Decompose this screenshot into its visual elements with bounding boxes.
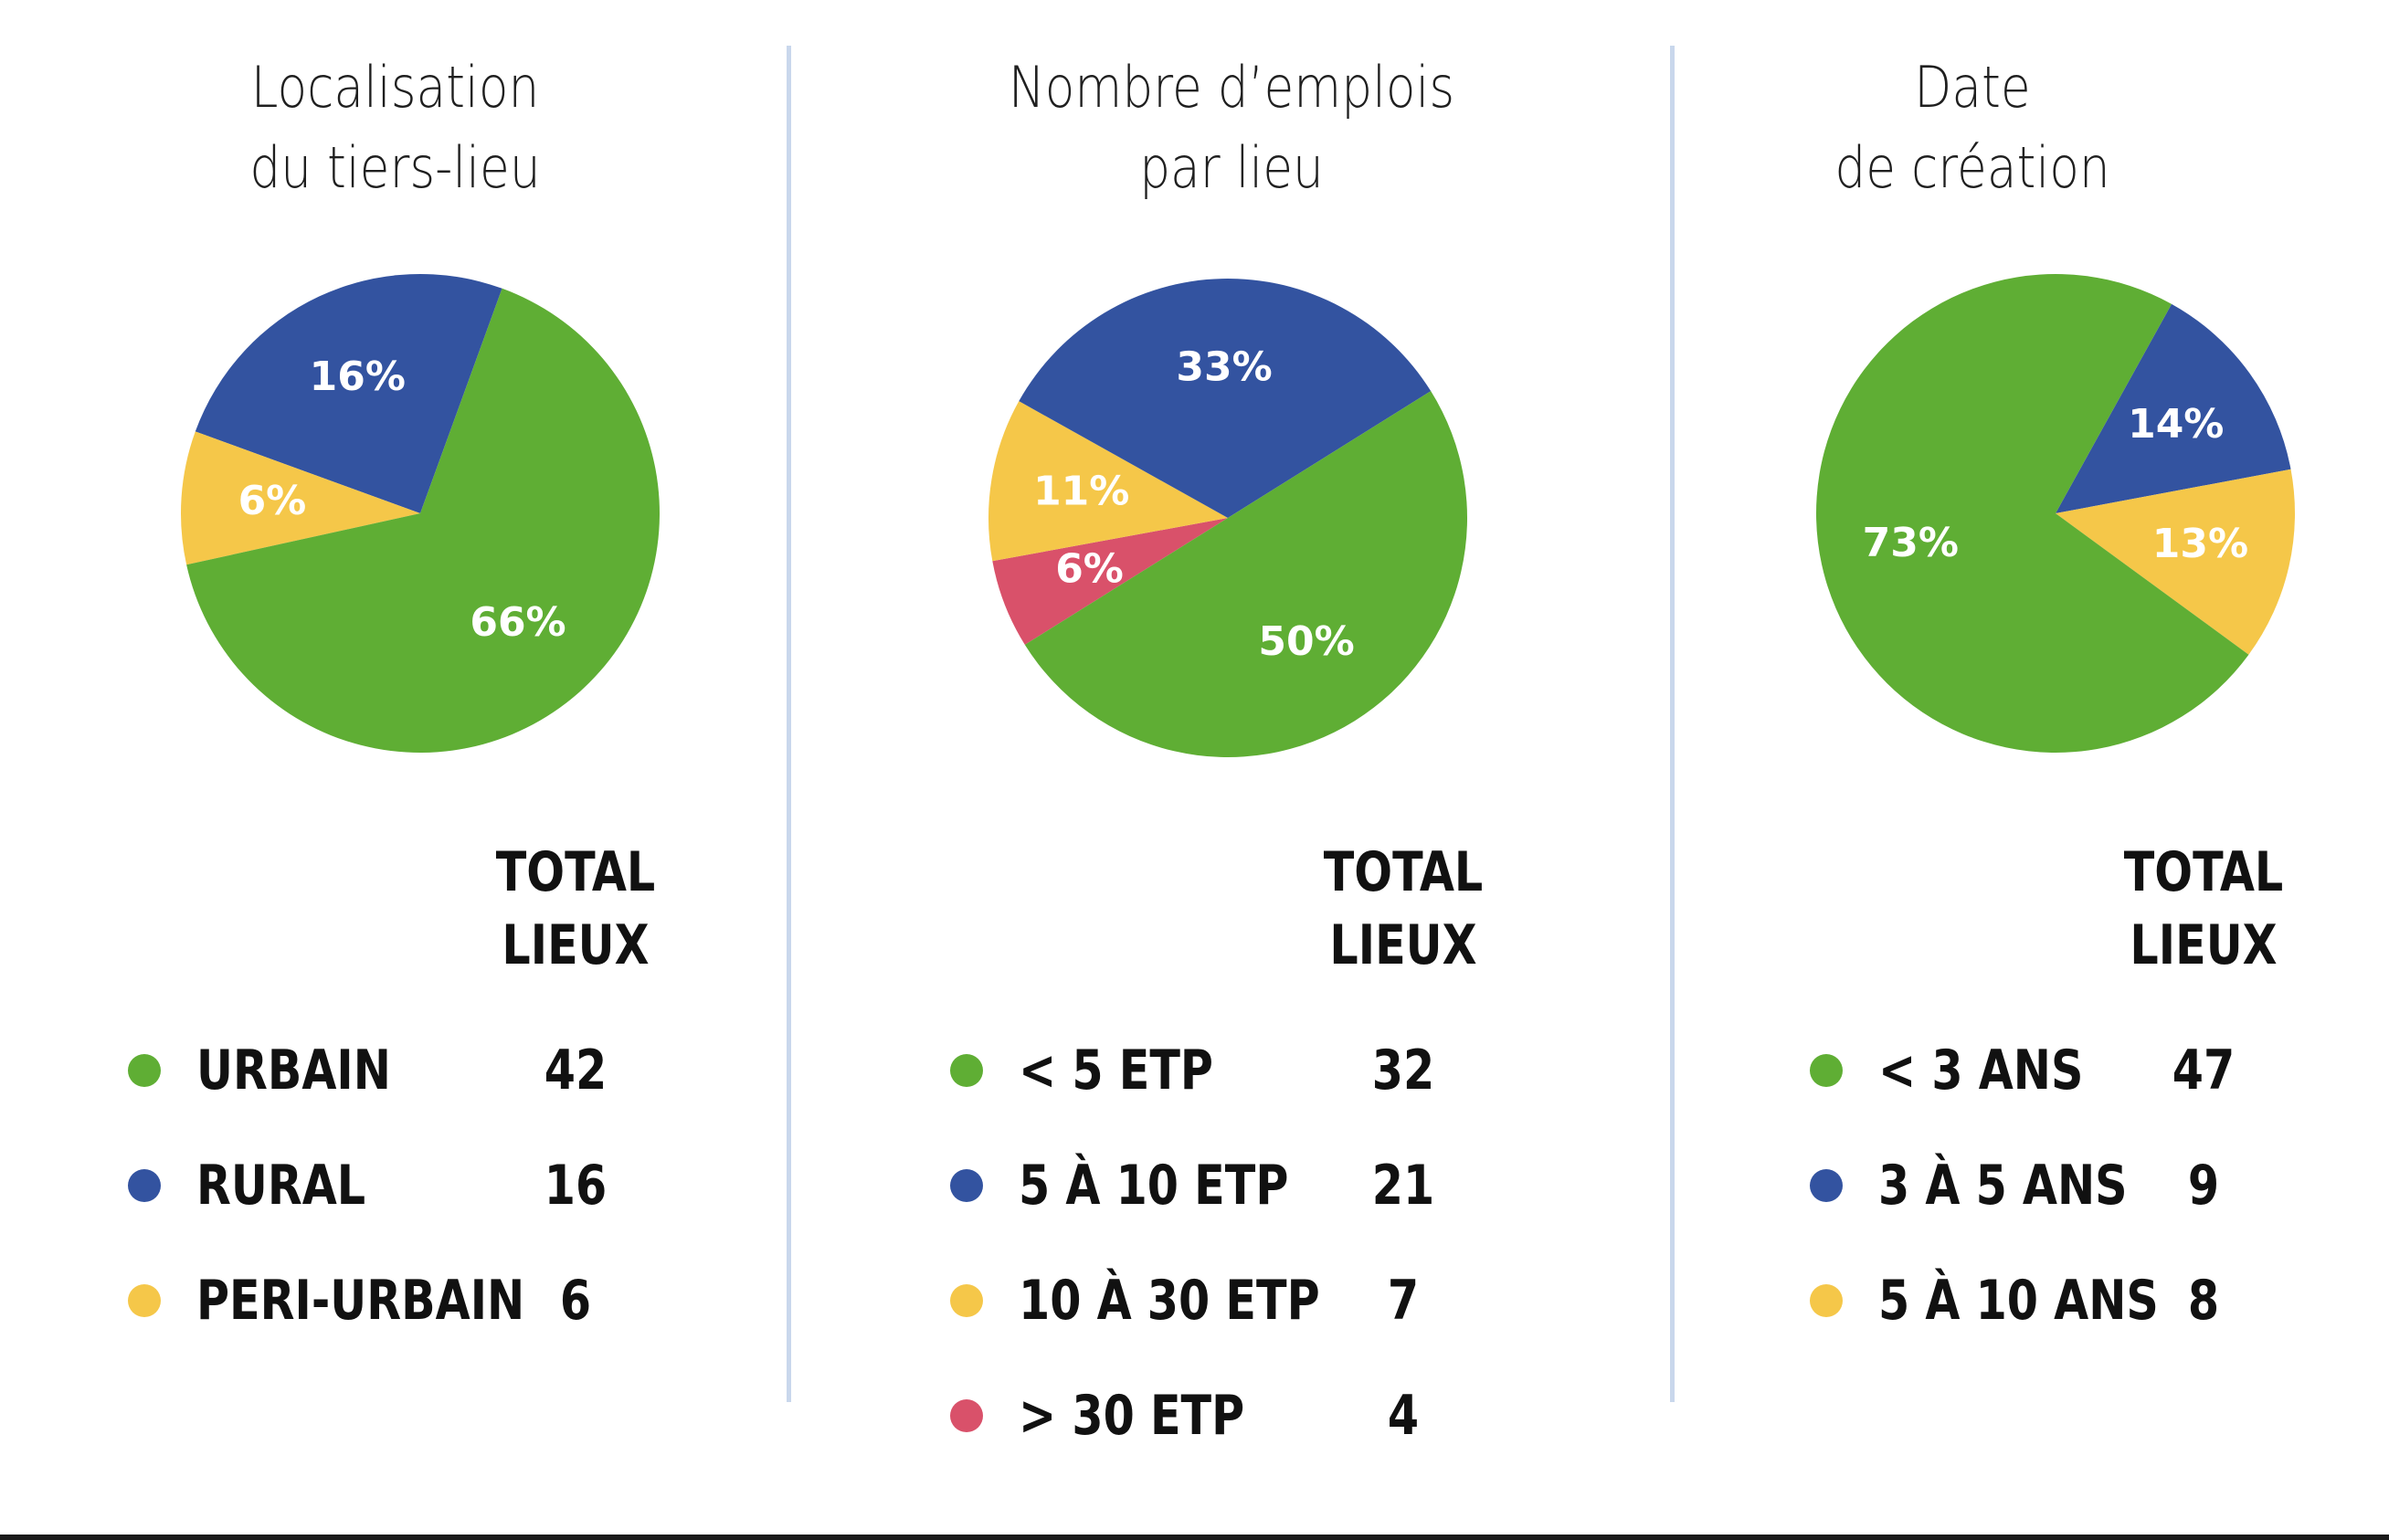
pie-chart: 16% 6% 66% [180, 274, 660, 753]
bottom-rule [0, 1535, 2389, 1540]
legend-total: 4 [1387, 1384, 1420, 1448]
legend-label: 5 À 10 ETP [1019, 1154, 1289, 1218]
legend-label: 3 À 5 ANS [1878, 1154, 2128, 1218]
legend-row-gt30: > 30 ETP 4 [950, 1379, 1644, 1452]
legend: TOTAL LIEUX URBAIN 42 RURAL 16 PERI-URBA… [119, 836, 758, 1333]
pie-slice-3-ans [1816, 273, 2249, 754]
pie-chart: 6% 11% 33% 50% [988, 278, 1467, 757]
legend-dot [950, 1284, 983, 1317]
total-header-line-1: TOTAL [495, 840, 656, 904]
pie-slice-label: 50% [1258, 618, 1354, 665]
legend: TOTAL LIEUX < 3 ANS 47 3 À 5 ANS 9 5 À 1… [1801, 836, 2385, 1333]
total-header: TOTAL LIEUX [1314, 836, 1494, 982]
chart-panel-creation: Date de création 14% 13% 73% TOTAL LIEUX <… [1675, 0, 2389, 1425]
legend-total: 9 [2187, 1154, 2220, 1218]
legend-dot [950, 1054, 983, 1087]
pie-slice-label: 6% [238, 478, 307, 524]
chart-title-line-2: par lieu [1139, 134, 1324, 201]
pie-slice-5-etp [1024, 391, 1467, 757]
chart-title: Date de création [1717, 47, 2229, 208]
pie-slice-urbain [186, 288, 660, 753]
legend-dot [128, 1054, 161, 1087]
pie-slice-label: 13% [2152, 521, 2248, 567]
legend-total: 8 [2187, 1269, 2220, 1333]
legend-label: PERI-URBAIN [196, 1269, 525, 1333]
chart-title-line-2: du tiers-lieu [249, 134, 541, 201]
legend-label: < 5 ETP [1019, 1039, 1213, 1102]
legend-row-urbain: URBAIN 42 [128, 1034, 767, 1107]
legend-row-peri-urbain: PERI-URBAIN 6 [128, 1264, 767, 1337]
total-header: TOTAL LIEUX [486, 836, 666, 982]
legend-total: 6 [559, 1269, 592, 1333]
total-header: TOTAL LIEUX [2114, 836, 2294, 982]
legend-dot [1810, 1169, 1843, 1202]
legend-total: 32 [1371, 1039, 1435, 1102]
legend-row-3-5: 3 À 5 ANS 9 [1810, 1149, 2376, 1222]
total-header-line-1: TOTAL [1323, 840, 1484, 904]
pie-slice-label: 66% [470, 599, 566, 646]
legend-total: 21 [1371, 1154, 1435, 1218]
total-header-line-2: LIEUX [2130, 913, 2278, 977]
legend-total: 47 [2172, 1039, 2236, 1102]
legend-dot [950, 1169, 983, 1202]
pie-slice-label: 33% [1176, 344, 1272, 391]
panel-divider [787, 46, 791, 1402]
pie-chart: 14% 13% 73% [1816, 273, 2295, 754]
legend-total: 16 [544, 1154, 608, 1218]
pie-slice-rural [195, 274, 502, 513]
pie-slice-label: 16% [310, 353, 406, 400]
chart-title: Nombre d’emplois par lieu [852, 47, 1610, 208]
legend-label: URBAIN [196, 1039, 391, 1102]
pie-slice-label: 6% [1055, 546, 1124, 593]
chart-panel-localisation: Localisation du tiers-lieu 16% 6% 66% TOTA… [0, 0, 790, 1425]
legend-label: 10 À 30 ETP [1019, 1269, 1320, 1333]
pie-slice-30-etp [992, 518, 1228, 645]
legend-dot [128, 1284, 161, 1317]
total-header-line-2: LIEUX [502, 913, 650, 977]
legend-row-lt3: < 3 ANS 47 [1810, 1034, 2376, 1107]
pie-slice-5-10-etp [1019, 278, 1432, 518]
chart-title-line-1: Date [1914, 54, 2031, 121]
legend-dot [128, 1169, 161, 1202]
legend-label: 5 À 10 ANS [1878, 1269, 2159, 1333]
pie-slice-10-30-etp [988, 401, 1228, 562]
total-header-line-2: LIEUX [1329, 913, 1477, 977]
legend-total: 42 [544, 1039, 608, 1102]
legend-dot [1810, 1284, 1843, 1317]
legend-dot [1810, 1054, 1843, 1087]
legend-total: 7 [1387, 1269, 1420, 1333]
legend-row-5-10: 5 À 10 ETP 21 [950, 1149, 1644, 1222]
total-header-line-1: TOTAL [2123, 840, 2284, 904]
chart-title-line-2: de création [1834, 134, 2110, 201]
pie-slice-5-10-ans [2056, 469, 2295, 655]
chart-title-line-1: Localisation [250, 54, 540, 121]
legend-row-rural: RURAL 16 [128, 1149, 767, 1222]
pie-slice-label: 73% [1863, 520, 1959, 566]
legend-label: > 30 ETP [1019, 1384, 1245, 1448]
legend: TOTAL LIEUX < 5 ETP 32 5 À 10 ETP 21 10 … [941, 836, 1654, 1448]
panel-divider [1670, 46, 1675, 1402]
chart-panel-emplois: Nombre d’emplois par lieu 6% 11% 33% 50% TO… [791, 0, 1672, 1448]
legend-label: RURAL [196, 1154, 366, 1218]
chart-title: Localisation du tiers-lieu [56, 47, 735, 208]
chart-title-line-1: Nombre d’emplois [1008, 54, 1455, 121]
pie-slice-peri-urbain [180, 431, 420, 565]
legend-dot [950, 1399, 983, 1432]
legend-row-lt5: < 5 ETP 32 [950, 1034, 1644, 1107]
pie-slice-label: 14% [2128, 401, 2224, 448]
pie-slice-3-5-ans [2056, 303, 2291, 513]
legend-label: < 3 ANS [1878, 1039, 2084, 1102]
pie-slice-label: 11% [1033, 468, 1129, 514]
legend-row-10-30: 10 À 30 ETP 7 [950, 1264, 1644, 1337]
legend-row-5-10: 5 À 10 ANS 8 [1810, 1264, 2376, 1337]
